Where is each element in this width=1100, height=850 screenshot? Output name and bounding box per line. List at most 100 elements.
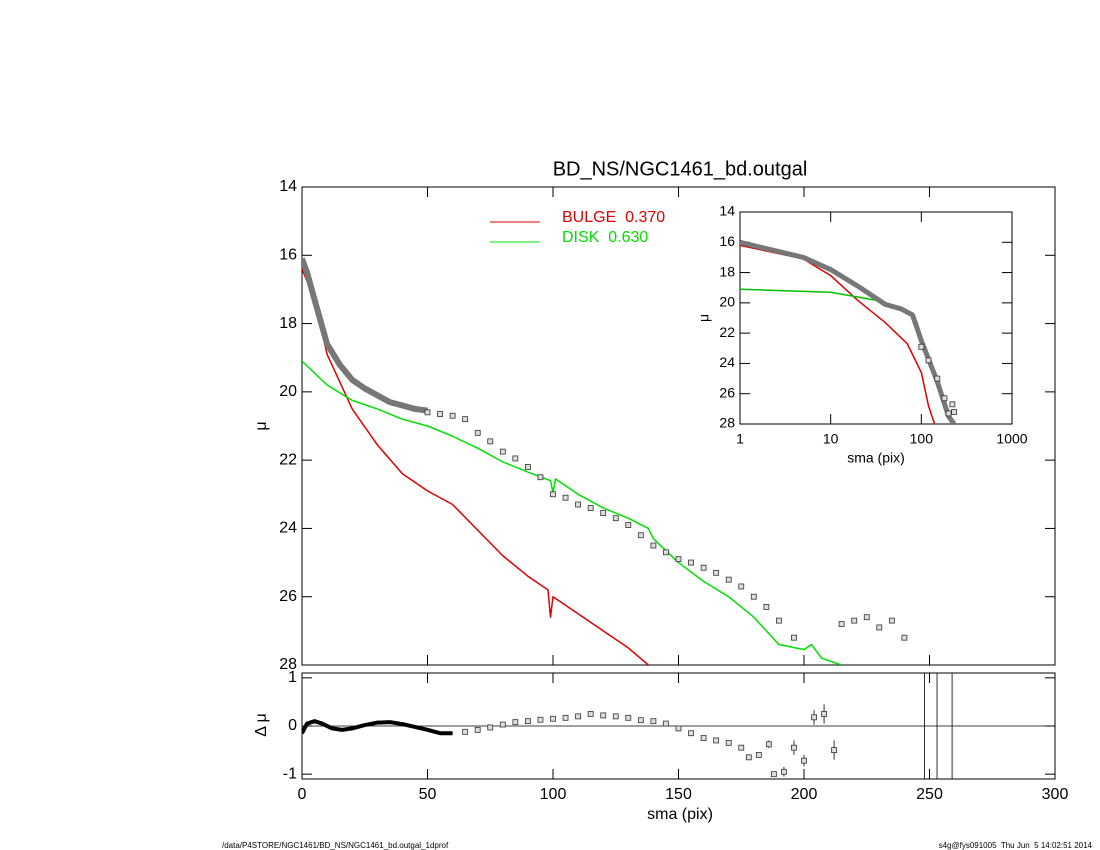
series-line	[302, 360, 842, 665]
data-point	[725, 739, 732, 746]
series-line	[302, 719, 453, 736]
data-point	[650, 718, 657, 725]
data-point	[587, 505, 594, 511]
data-point	[550, 715, 556, 722]
series-line	[740, 239, 957, 424]
data-point	[763, 604, 770, 610]
data-point	[600, 712, 607, 719]
y-tick-label: 22	[719, 324, 735, 340]
data-point	[499, 721, 506, 728]
data-point	[675, 725, 682, 732]
data-point	[512, 719, 519, 726]
x-tick-label: 1	[736, 431, 744, 447]
data-point	[831, 747, 838, 753]
data-point	[851, 617, 858, 624]
data-point	[550, 491, 556, 498]
data-point	[738, 744, 745, 751]
data-point	[776, 617, 782, 624]
x-axis-label: sma (pix)	[847, 450, 905, 466]
y-tick-label: 28	[279, 656, 297, 673]
data-point	[821, 711, 827, 717]
data-point	[738, 583, 745, 590]
data-point	[537, 716, 544, 723]
data-point	[925, 357, 932, 364]
data-point	[700, 564, 707, 571]
x-tick-label: 100	[910, 431, 934, 447]
data-point	[462, 416, 469, 423]
data-point	[512, 455, 519, 462]
chart-title: BD_NS/NGC1461_bd.outgal	[553, 158, 808, 180]
data-point	[781, 768, 787, 775]
data-point	[725, 576, 732, 583]
data-point	[888, 617, 895, 624]
data-point	[650, 542, 657, 549]
x-tick-label: 100	[540, 786, 567, 803]
data-point	[745, 754, 752, 761]
data-point	[675, 556, 682, 563]
data-point	[637, 717, 644, 724]
data-point	[934, 375, 941, 382]
y-tick-label: -1	[283, 765, 297, 782]
data-point	[575, 713, 581, 720]
series-line	[302, 257, 428, 414]
data-point	[625, 714, 632, 721]
data-point	[713, 569, 720, 576]
data-point	[424, 409, 431, 416]
data-point	[663, 720, 669, 727]
y-tick-label: 1	[288, 669, 297, 686]
data-point	[863, 614, 870, 621]
data-point	[587, 711, 594, 717]
y-tick-label: 26	[279, 588, 297, 605]
x-tick-label: 300	[1042, 786, 1069, 803]
data-point	[918, 343, 925, 350]
data-point	[945, 410, 952, 417]
x-axis-label: sma (pix)	[647, 806, 713, 823]
plot-area	[302, 704, 838, 778]
data-point	[474, 429, 481, 436]
y-axis-label: μ	[696, 314, 712, 322]
data-point	[755, 752, 762, 758]
data-point	[811, 714, 817, 721]
data-point	[713, 737, 720, 744]
data-point	[838, 621, 845, 627]
y-tick-label: 24	[719, 354, 735, 370]
data-point	[449, 412, 456, 419]
x-tick-label: 0	[298, 786, 307, 803]
data-point	[801, 757, 807, 764]
data-point	[941, 395, 948, 402]
data-point	[474, 726, 481, 733]
data-point	[625, 522, 632, 528]
data-point	[688, 559, 694, 566]
x-tick-label: 50	[419, 786, 437, 803]
data-point	[537, 474, 544, 481]
y-axis-label: μ	[253, 421, 270, 430]
y-tick-label: 28	[719, 415, 735, 431]
y-tick-label: 20	[719, 294, 735, 310]
data-point	[462, 728, 469, 735]
data-point	[612, 713, 619, 720]
x-tick-label: 10	[823, 431, 839, 447]
plot-area	[740, 239, 958, 424]
x-tick-label: 150	[665, 786, 692, 803]
data-point	[770, 771, 777, 778]
legend-label: DISK 0.630	[562, 229, 648, 246]
data-point	[637, 532, 644, 539]
y-tick-label: 0	[288, 717, 297, 734]
plot-frame	[739, 211, 1013, 425]
data-point	[612, 515, 619, 522]
data-point	[575, 501, 581, 508]
y-tick-label: 20	[279, 383, 297, 400]
y-tick-label: 26	[719, 384, 735, 400]
x-tick-label: 250	[916, 786, 943, 803]
data-point	[951, 408, 958, 415]
data-point	[765, 741, 772, 748]
series-line	[740, 244, 936, 424]
y-tick-label: 14	[719, 203, 735, 219]
x-tick-label: 200	[791, 786, 818, 803]
y-axis-label: Δ μ	[253, 713, 270, 736]
y-tick-label: 16	[719, 233, 735, 249]
data-point	[791, 634, 797, 641]
data-point	[750, 593, 757, 600]
data-point	[525, 718, 531, 725]
